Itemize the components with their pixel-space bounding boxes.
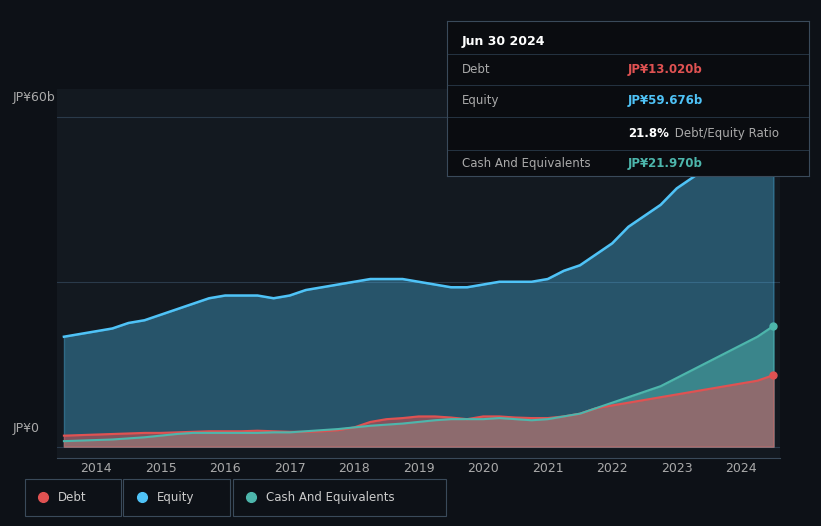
Text: Jun 30 2024: Jun 30 2024 — [462, 35, 545, 48]
Text: Debt: Debt — [462, 64, 490, 76]
Text: Cash And Equivalents: Cash And Equivalents — [462, 157, 590, 170]
FancyBboxPatch shape — [123, 479, 230, 516]
Text: JP¥21.970b: JP¥21.970b — [628, 157, 703, 170]
Text: Cash And Equivalents: Cash And Equivalents — [266, 491, 394, 503]
Text: JP¥0: JP¥0 — [12, 422, 39, 435]
Text: Equity: Equity — [157, 491, 194, 503]
FancyBboxPatch shape — [25, 479, 121, 516]
Text: JP¥60b: JP¥60b — [12, 91, 55, 104]
Text: JP¥59.676b: JP¥59.676b — [628, 95, 704, 107]
Text: 21.8%: 21.8% — [628, 127, 669, 140]
Text: Equity: Equity — [462, 95, 499, 107]
FancyBboxPatch shape — [233, 479, 447, 516]
Text: JP¥13.020b: JP¥13.020b — [628, 64, 703, 76]
Text: Debt/Equity Ratio: Debt/Equity Ratio — [672, 127, 779, 140]
Text: Debt: Debt — [57, 491, 86, 503]
